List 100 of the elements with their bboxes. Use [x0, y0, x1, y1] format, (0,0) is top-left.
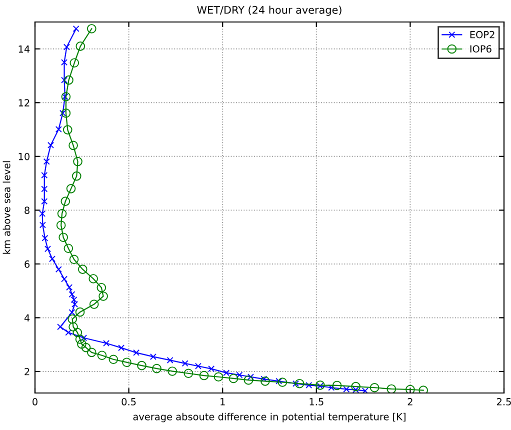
point	[68, 140, 78, 150]
point	[306, 382, 312, 388]
point	[57, 209, 67, 218]
point	[72, 25, 80, 32]
point	[103, 340, 110, 347]
point	[236, 372, 243, 378]
point	[63, 44, 70, 50]
chart-title: WET/DRY (24 hour average)	[197, 6, 342, 16]
point	[122, 358, 132, 368]
point	[166, 356, 174, 364]
y-tick-label: 12	[18, 99, 30, 106]
point	[328, 384, 335, 391]
point	[61, 76, 68, 84]
x-tick-label: 2.5	[496, 398, 511, 406]
x-axis-title: average absoute difference in potential temperature [K]	[133, 412, 406, 422]
point	[352, 386, 360, 393]
point	[194, 362, 202, 370]
point	[208, 366, 215, 372]
point	[60, 196, 70, 206]
point	[68, 291, 76, 298]
point	[294, 378, 304, 388]
point	[406, 384, 415, 393]
y-tick-label: 4	[24, 314, 30, 322]
point	[199, 370, 209, 380]
point	[76, 42, 86, 51]
point	[41, 198, 48, 205]
point	[370, 382, 380, 392]
point	[260, 376, 268, 382]
y-axis-title: km above sea level	[2, 161, 10, 254]
point	[62, 93, 68, 100]
point	[73, 156, 82, 166]
point	[61, 92, 71, 102]
point	[96, 282, 106, 292]
point	[66, 184, 76, 194]
point	[89, 300, 99, 309]
point	[55, 126, 62, 133]
point	[260, 376, 270, 386]
point	[48, 256, 56, 262]
y-tick-label: 6	[24, 260, 30, 268]
point	[97, 350, 107, 360]
x-tick-label: 1	[220, 398, 225, 406]
point	[68, 314, 77, 324]
y-tick-label: 8	[24, 206, 30, 214]
point	[61, 59, 68, 66]
point	[62, 125, 72, 134]
point	[150, 353, 156, 360]
point	[43, 158, 50, 165]
point	[98, 292, 108, 301]
point	[182, 360, 188, 367]
point	[55, 266, 62, 273]
point	[80, 334, 88, 342]
point	[278, 378, 288, 387]
point	[42, 234, 48, 242]
y-tick-label: 14	[18, 45, 30, 53]
point	[292, 380, 300, 387]
point	[75, 334, 85, 344]
point	[184, 368, 194, 378]
point	[214, 372, 224, 382]
point	[244, 375, 254, 385]
point	[70, 296, 78, 303]
point	[418, 386, 428, 393]
point	[87, 348, 96, 358]
legend-label: EOP2	[470, 30, 494, 38]
point	[72, 171, 82, 181]
x-tick-label: 0.5	[122, 398, 136, 406]
point	[78, 264, 88, 274]
point	[77, 339, 86, 349]
point	[69, 254, 79, 264]
point	[68, 309, 76, 316]
point	[351, 382, 360, 392]
point	[65, 329, 72, 336]
point	[72, 301, 78, 308]
point	[60, 110, 66, 116]
point	[56, 220, 66, 230]
point	[343, 386, 350, 392]
point	[61, 108, 71, 118]
point	[137, 360, 146, 370]
point	[88, 274, 98, 284]
point	[72, 328, 82, 338]
point	[39, 222, 46, 228]
y-tick-label: 10	[18, 152, 30, 160]
point	[152, 364, 162, 374]
point	[362, 388, 368, 393]
point	[47, 142, 54, 148]
x-tick-label: 2	[408, 398, 412, 406]
point	[168, 366, 177, 376]
point	[228, 374, 238, 384]
point	[75, 307, 85, 317]
point	[44, 246, 52, 252]
point	[57, 324, 64, 330]
point	[332, 380, 342, 390]
point	[68, 322, 78, 332]
point	[276, 378, 282, 384]
point	[64, 75, 74, 85]
y-tick-label: 2	[24, 368, 30, 376]
point	[39, 210, 46, 217]
point	[87, 24, 96, 34]
point	[247, 374, 254, 380]
point	[133, 349, 140, 356]
point	[70, 58, 80, 68]
